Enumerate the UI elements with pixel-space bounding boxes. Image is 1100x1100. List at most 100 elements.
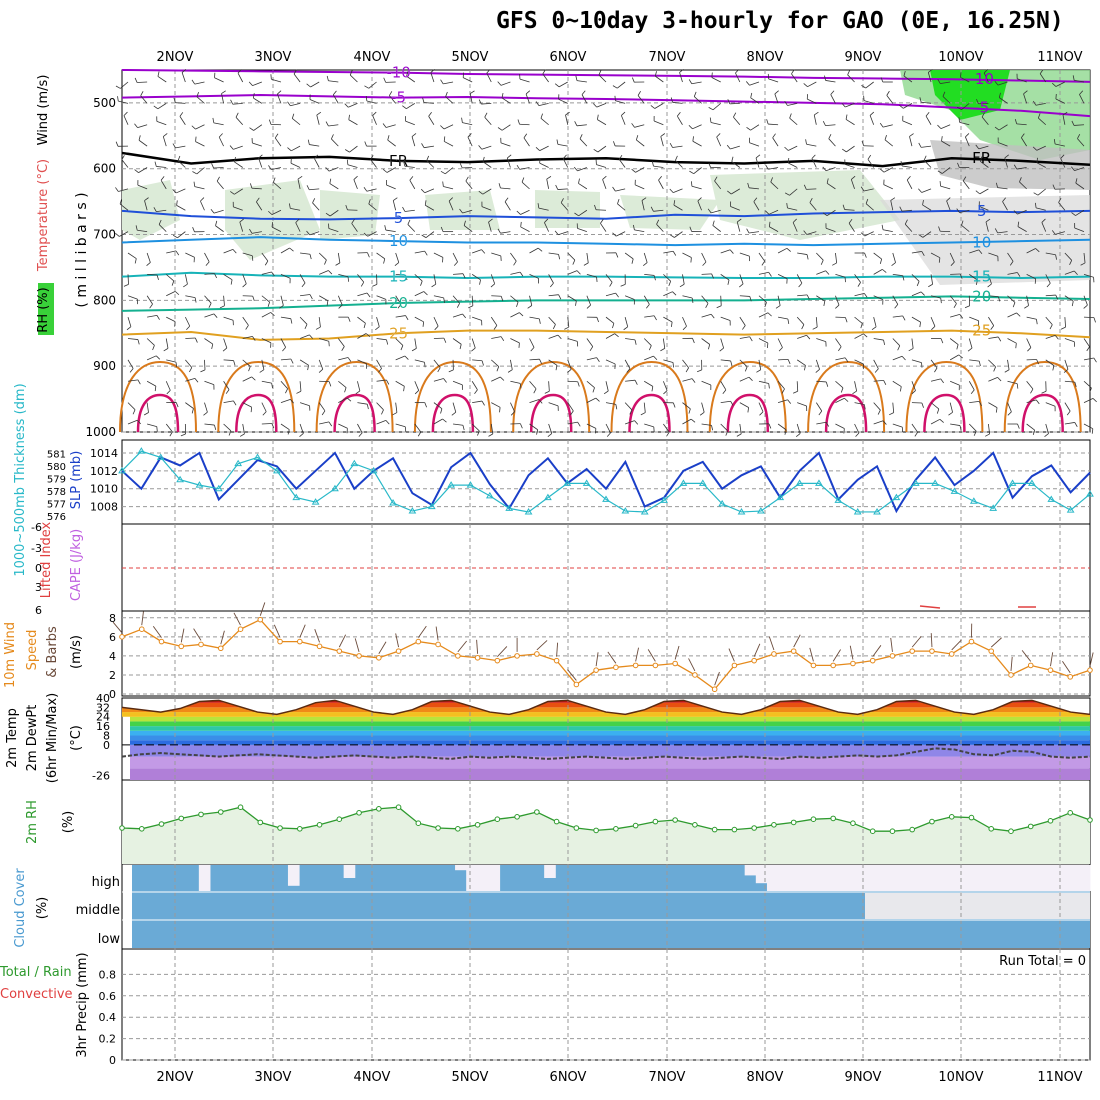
wind-barb (663, 359, 674, 363)
wind-barb-flag (443, 378, 447, 383)
wind-barb (644, 273, 655, 276)
wind-barb (863, 100, 874, 104)
wind-barb (980, 161, 989, 168)
rh-marker (553, 818, 560, 825)
wind-barb (357, 333, 367, 339)
wind-barb-flag (648, 345, 652, 351)
wind-barb (557, 188, 568, 190)
wind-barb-flag (443, 297, 445, 303)
pressure-tick: 600 (93, 162, 116, 176)
wind-barb-flag (235, 112, 239, 118)
thickness-marker (621, 507, 630, 514)
wind-barb (185, 316, 191, 327)
wind-barb-flag (195, 136, 197, 142)
wind-barb-flag (552, 324, 556, 330)
wind-barb (261, 402, 267, 412)
wind-barb (1064, 380, 1075, 383)
slp-axis-label: SLP (mb) (69, 451, 84, 510)
wind-barb (261, 312, 271, 318)
rh-blob-light (425, 190, 500, 230)
wind-barb-flag (490, 283, 495, 288)
wind-barb-flag (690, 257, 692, 263)
rh-marker (494, 816, 501, 823)
wind-barb-flag (1035, 202, 1037, 208)
wind-barb (758, 295, 767, 303)
wind-barb (138, 167, 148, 173)
wind-barb (465, 180, 473, 190)
wind-barb (969, 359, 980, 362)
wind-barb (930, 252, 941, 259)
wind-barb-flag (786, 248, 791, 252)
wind-barb-flag (555, 365, 558, 371)
wind-barb (701, 295, 709, 304)
wind-barb (720, 316, 731, 321)
wind-barb-flag (1024, 305, 1029, 309)
wind-barb (271, 226, 282, 232)
wind-barb (223, 338, 228, 349)
wind-barb (643, 252, 648, 263)
wind-barb-flag (126, 326, 132, 331)
wind-barb (349, 74, 358, 83)
wind-speed-marker (237, 626, 244, 633)
wind-barb (624, 420, 635, 425)
wind-barb (736, 221, 741, 232)
wind-barb (213, 122, 224, 126)
wind-barb (825, 80, 836, 83)
wind-barb (567, 669, 577, 681)
wind-barb-flag (1007, 411, 1012, 416)
wind-barb (586, 273, 597, 278)
wind-barb-flag (507, 369, 513, 373)
wind-barb-flag (135, 225, 138, 231)
thickness-tick: 576 (47, 512, 66, 523)
wind-barb (1064, 252, 1072, 261)
wind-barb-flag (535, 147, 540, 151)
wind-barb (962, 180, 970, 190)
wind-barb-flag (513, 260, 517, 266)
wind-barb-flag (1046, 283, 1051, 288)
wind-barb (234, 188, 243, 195)
wind-barb-flag (891, 262, 896, 266)
wind-barb-flag (714, 176, 718, 182)
precip-tick: 0.4 (99, 1011, 117, 1024)
wind-barb (539, 162, 549, 168)
wind-barb (1075, 182, 1085, 190)
wind-barb (769, 226, 779, 232)
isotherm-label: FR (389, 152, 408, 170)
wind-barb (319, 338, 329, 342)
wind-barb-flag (1023, 90, 1028, 95)
wind-barb-flag (157, 71, 160, 77)
wind-barb (663, 274, 671, 282)
wind-barb-flag (882, 269, 887, 273)
wind-barb (873, 379, 884, 382)
isotherm-label: 25 (389, 324, 408, 342)
wind-barb (472, 400, 483, 404)
wind-barb (949, 338, 959, 345)
wind-barb-flag (328, 381, 332, 387)
wind-barb (1026, 316, 1037, 320)
wind-barb (697, 200, 702, 211)
wind-barb-flag (938, 226, 941, 232)
wind-barb (739, 376, 750, 382)
wind-barb-flag (482, 156, 485, 162)
wind-barb-flag (166, 390, 171, 395)
wind-barb (213, 209, 224, 214)
wind-barb (739, 402, 749, 408)
wind-barb (165, 274, 175, 282)
wind-barb (261, 271, 272, 275)
wind-barb-flag (672, 362, 674, 368)
wind-barb (1045, 402, 1056, 407)
wind-barb (624, 317, 629, 327)
cloud-high-gap (989, 865, 1002, 891)
wind-barb-flag (848, 218, 853, 224)
wind-barb (988, 336, 999, 339)
precip-axis-label: 3hr Precip (mm) (75, 952, 90, 1057)
wind-barb-flag (556, 139, 559, 145)
wind-barb (634, 184, 645, 190)
wind-barb (883, 184, 893, 190)
wind-barb (200, 200, 205, 211)
rh-marker (968, 814, 975, 821)
rh2m-label: 2m RH (25, 800, 40, 844)
wind-barb-flag (459, 344, 462, 350)
wind-barb-flag (443, 337, 447, 343)
wind-barb-flag (385, 420, 390, 425)
